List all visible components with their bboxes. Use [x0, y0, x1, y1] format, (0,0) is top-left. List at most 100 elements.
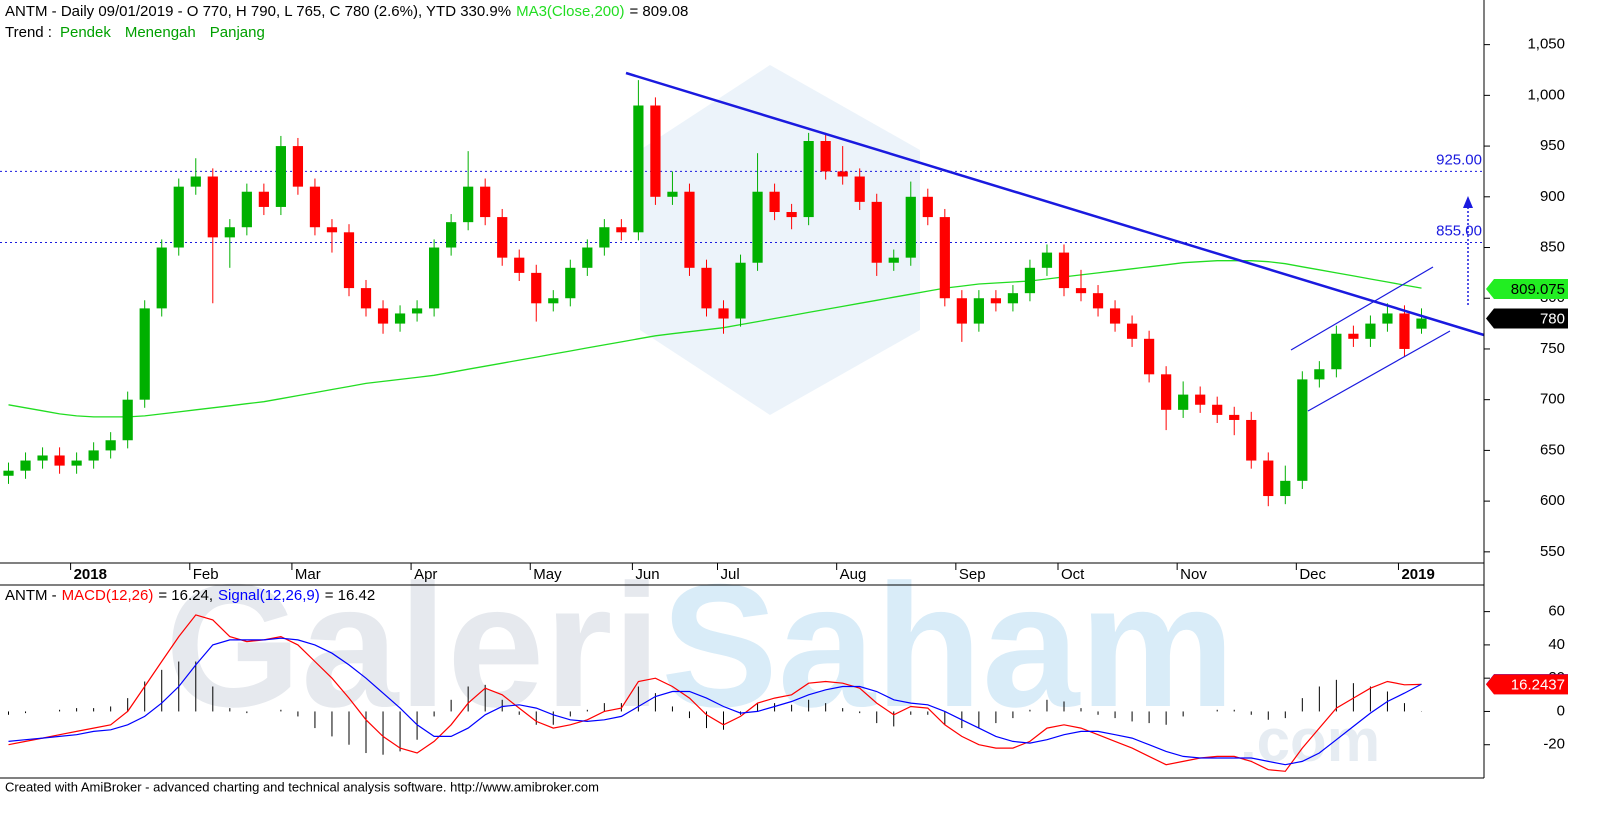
candle-body [429, 247, 440, 309]
candle-body [1161, 374, 1172, 410]
candle-body [1297, 379, 1308, 481]
candle-body [701, 267, 712, 309]
candle-body [1075, 288, 1087, 294]
candle-body [1416, 318, 1427, 329]
y-tick-label: 0 [1557, 702, 1565, 719]
trend-item: Panjang [210, 24, 265, 41]
watermark-text: .com [1240, 707, 1380, 774]
candle-body [480, 186, 491, 218]
level-label: 855.00 [1436, 222, 1482, 239]
candle-body [803, 141, 814, 218]
candle-body [1092, 293, 1104, 309]
x-tick-label: Feb [193, 566, 219, 583]
legend-name: Signal(12,26,9) [218, 587, 320, 604]
x-tick-label: Mar [295, 566, 321, 583]
trend-line: Trend : Pendek Menengah Panjang [5, 24, 265, 41]
x-tick-label: Oct [1061, 566, 1085, 583]
candle-body [377, 308, 389, 324]
candle-body [1263, 460, 1274, 497]
candle-body [922, 196, 933, 218]
legend-name: MACD(12,26) [62, 587, 154, 604]
candle-body [463, 186, 474, 223]
x-tick-label: Nov [1180, 566, 1207, 583]
candle-body [888, 257, 899, 263]
candle-body [1126, 323, 1138, 339]
candle-body [394, 313, 406, 324]
ma-value: = 809.08 [629, 3, 688, 20]
candle-body [633, 105, 644, 233]
x-tick-label: Jul [721, 566, 740, 583]
y-tick-label: 750 [1540, 340, 1565, 357]
candle-body [20, 460, 31, 471]
ma-label: MA3(Close,200) [516, 3, 624, 20]
candle-body [241, 191, 252, 228]
candle-body [667, 191, 678, 197]
candle-body [326, 227, 338, 233]
candle-body [990, 298, 1001, 304]
series-line [8, 614, 1422, 772]
candle-body [1195, 394, 1206, 405]
candle-body [769, 191, 780, 213]
value-marker [1486, 308, 1568, 329]
plot-area: 2018 Feb Mar Apr May Jun Jul Aug Sep Oct Nov Dec 201… [0, 36, 1568, 772]
candle-body [1246, 419, 1257, 461]
candle-body [190, 176, 201, 187]
footer: Created with AmiBroker - advanced charti… [5, 779, 599, 794]
candle-body [854, 176, 865, 202]
trend-item: Pendek [60, 24, 111, 41]
candle-body [411, 308, 423, 314]
candle-body [1314, 369, 1325, 380]
value-marker [1486, 674, 1568, 695]
candle-body [786, 212, 797, 218]
x-tick-label: 2018 [74, 566, 107, 583]
y-tick-label: 850 [1540, 238, 1565, 255]
candle-body [871, 201, 882, 263]
candle-body [275, 146, 286, 207]
value-marker-label: 16.2437 [1511, 676, 1565, 693]
title: ANTM - Daily 09/01/2019 - O 770, H 790, … [5, 3, 511, 20]
channel-line [1307, 330, 1451, 412]
candle-body [1024, 267, 1036, 294]
candle-body [1365, 323, 1376, 339]
candle-body [1399, 313, 1410, 349]
y-tick-label: 900 [1540, 188, 1565, 205]
candle-body [973, 298, 984, 324]
candle-body [837, 171, 848, 177]
x-tick-label: Dec [1299, 566, 1326, 583]
candle-body [88, 450, 99, 461]
candle-body [173, 186, 184, 248]
candle-body [258, 191, 269, 207]
arrow-head [1463, 196, 1473, 208]
candle-body [956, 298, 967, 324]
y-tick-label: -20 [1543, 736, 1565, 753]
macd-prefix: ANTM - [5, 587, 57, 604]
ma-line [8, 260, 1422, 418]
candle-body [292, 146, 304, 187]
candle-body [548, 298, 559, 304]
candle-body [139, 308, 150, 400]
candle-body [820, 141, 831, 172]
candle-body [1058, 252, 1070, 289]
candle-body [1178, 394, 1189, 410]
candle-body [309, 186, 321, 228]
y-tick-label: 950 [1540, 137, 1565, 154]
legend-value: = 16.24, [158, 587, 213, 604]
candle-body [1109, 308, 1121, 324]
candle-body [343, 232, 355, 289]
x-tick-label: Jun [635, 566, 659, 583]
candle-body [122, 399, 133, 441]
x-tick-label: Sep [959, 566, 986, 583]
value-marker [1486, 279, 1568, 300]
candle-body [616, 227, 627, 233]
candle-body [565, 267, 576, 299]
candle-body [224, 227, 235, 238]
candle-body [54, 455, 65, 466]
candle-body [1041, 252, 1053, 268]
candle-body [3, 470, 14, 476]
candle-body [37, 455, 48, 461]
x-tick-label: Aug [840, 566, 867, 583]
candle-body [1229, 414, 1240, 420]
candle-body [1280, 480, 1291, 497]
